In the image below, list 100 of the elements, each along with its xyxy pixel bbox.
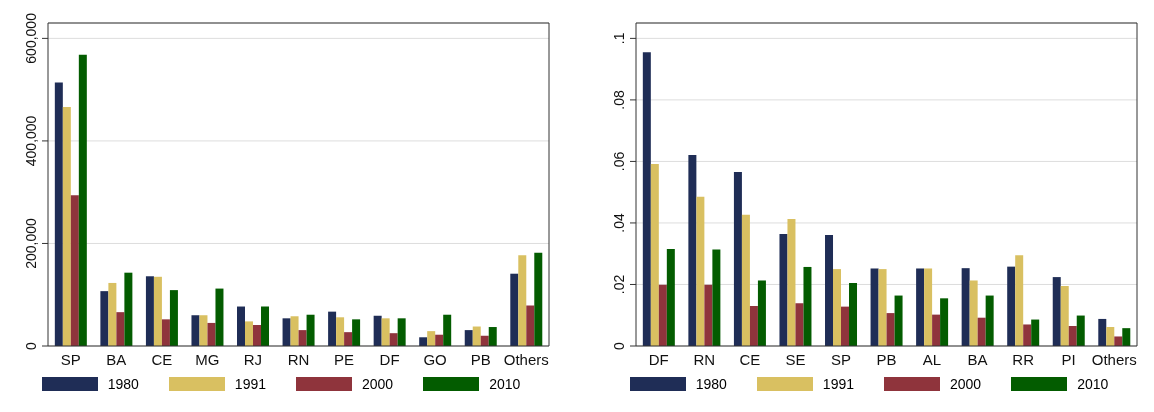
bar (940, 298, 949, 346)
bar (373, 315, 382, 346)
bar (961, 268, 970, 346)
bar (1007, 266, 1016, 346)
bar (100, 291, 109, 346)
y-tick-label: .08 (611, 89, 627, 110)
y-tick-label: 0 (23, 341, 39, 350)
bar (985, 295, 994, 346)
x-tick-label: DF (379, 350, 400, 368)
bar (253, 324, 262, 346)
bar (932, 314, 941, 346)
bar (1068, 326, 1077, 346)
bar (666, 249, 675, 346)
x-tick-label: MG (195, 350, 220, 368)
bar (282, 318, 291, 346)
x-tick-label: AL (922, 350, 942, 368)
bar (757, 280, 766, 346)
bar (161, 319, 170, 346)
bar (472, 326, 481, 346)
bar (696, 196, 705, 346)
y-tick-label: 600,000 (23, 12, 39, 64)
bar (464, 330, 473, 346)
bar (1106, 326, 1115, 346)
legend-label: 1980 (695, 376, 727, 392)
x-tick-label: SP (830, 350, 851, 368)
x-tick-label: RN (287, 350, 310, 368)
legend-label: 2000 (362, 376, 394, 392)
bar (54, 82, 63, 346)
bar (1060, 286, 1069, 346)
bar (977, 317, 986, 346)
bar (237, 306, 246, 346)
bar (245, 321, 254, 346)
bar (145, 276, 154, 346)
bar (207, 322, 216, 346)
x-tick-label: PB (876, 350, 897, 368)
bar (1114, 336, 1123, 346)
bar (328, 311, 337, 346)
bar (749, 306, 758, 346)
bar (841, 306, 850, 346)
x-tick-label: PI (1061, 350, 1076, 368)
bar (534, 252, 543, 346)
y-tick-label: .02 (611, 274, 627, 295)
bar (397, 318, 406, 346)
x-tick-label: RR (1012, 350, 1035, 368)
x-tick-label: PB (470, 350, 491, 368)
x-tick-label: RN (693, 350, 716, 368)
bar (344, 332, 353, 346)
bar (261, 306, 270, 346)
bar (215, 288, 224, 346)
bar (1015, 255, 1024, 346)
bar (795, 303, 804, 346)
bar (443, 314, 452, 346)
bar (169, 290, 178, 346)
bar (969, 280, 978, 346)
bar (419, 337, 428, 346)
bar (108, 282, 117, 346)
bar (199, 315, 208, 346)
bar (78, 54, 87, 346)
x-tick-label: DF (648, 350, 669, 368)
bar (116, 312, 125, 346)
legend-label: 1980 (107, 376, 139, 392)
bar (1122, 328, 1131, 346)
y-tick-label: .1 (611, 32, 627, 45)
bar (825, 234, 834, 346)
bar (1052, 277, 1061, 346)
y-tick-label: 400,000 (23, 115, 39, 167)
bar (1076, 315, 1085, 346)
x-tick-label: BA (967, 350, 988, 368)
y-tick-label: .04 (611, 213, 627, 233)
bar (642, 52, 651, 346)
bar (488, 327, 497, 346)
bar (510, 273, 519, 346)
bar (924, 268, 933, 346)
bar (704, 284, 713, 346)
bar (290, 316, 299, 346)
bar (870, 268, 879, 346)
bar (833, 269, 842, 346)
bar (803, 266, 812, 346)
bar (886, 313, 895, 346)
bar (878, 269, 887, 346)
bar (1023, 324, 1032, 346)
bar (70, 195, 79, 346)
bar (650, 163, 659, 346)
bar (741, 214, 750, 346)
bar (849, 282, 858, 346)
x-tick-label: SE (785, 350, 806, 368)
x-tick-label: BA (106, 350, 127, 368)
bar (153, 276, 162, 346)
bar (306, 314, 315, 346)
bar (712, 249, 721, 346)
bar (427, 331, 436, 346)
bar (389, 333, 398, 346)
y-tick-label: .06 (611, 151, 627, 172)
x-tick-label: Others (503, 350, 549, 368)
bar (688, 154, 697, 346)
legend-label: 2010 (489, 376, 521, 392)
y-tick-label: 0 (611, 341, 627, 350)
bar (733, 171, 742, 346)
bar (779, 234, 788, 346)
bar (916, 268, 925, 346)
